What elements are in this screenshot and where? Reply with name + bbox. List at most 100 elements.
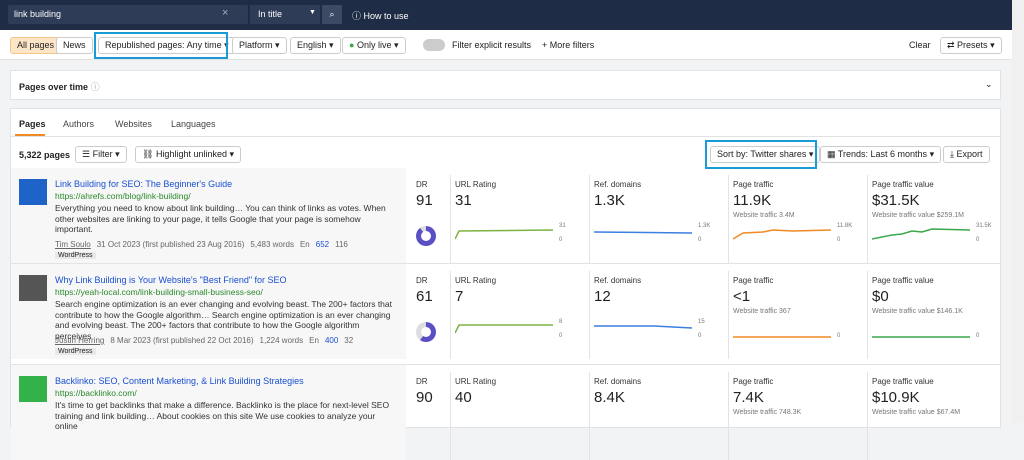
column-divider <box>589 372 590 460</box>
column-divider <box>728 271 729 359</box>
sparkline-axis-label: 8 <box>559 319 563 325</box>
page-title[interactable]: Link Building for SEO: The Beginner's Gu… <box>55 179 233 189</box>
language-text: English <box>297 40 327 50</box>
website-traffic-value: Website traffic value $259.1M <box>872 212 964 219</box>
page-url[interactable]: https://backlinko.com/ <box>55 388 137 398</box>
pages-over-time: Pages over time ⓘ <box>19 82 100 92</box>
sparkline-axis-label: 0 <box>698 237 702 243</box>
sparkline-axis-label: 31 <box>559 223 566 229</box>
website-traffic: Website traffic 3.4M <box>733 212 795 219</box>
sparkline <box>594 231 693 234</box>
sparkline-line <box>872 228 971 240</box>
metric-label: Page traffic value <box>872 180 934 189</box>
column-divider <box>450 372 451 460</box>
language-filter[interactable]: English ▾ <box>290 37 341 54</box>
column-divider <box>728 175 729 263</box>
pages-over-time-panel[interactable] <box>10 70 1001 100</box>
help-link[interactable]: ⓘ How to use <box>352 11 409 21</box>
pinterest-shares: 116 <box>335 240 348 249</box>
page-title[interactable]: Why Link Building is Your Website's "Bes… <box>55 275 287 285</box>
news-tab[interactable]: News <box>56 37 93 54</box>
dr-donut <box>416 226 436 246</box>
all-pages-tab[interactable]: All pages <box>10 37 62 54</box>
website-traffic: Website traffic 748.3K <box>733 409 802 416</box>
highlight-button[interactable]: ⛓ Highlight unlinked ▾ <box>135 146 242 163</box>
caret: ▼ <box>309 9 316 16</box>
republished-text: Republished pages: Any time <box>105 40 222 50</box>
metric-value: <1 <box>733 288 751 305</box>
column-divider <box>728 372 729 460</box>
sparkline <box>733 229 832 240</box>
presets-text: Presets <box>957 40 988 50</box>
website-traffic-value: Website traffic value $67.4M <box>872 409 961 416</box>
metric-value: 61 <box>416 288 433 305</box>
tab[interactable]: Websites <box>115 119 152 129</box>
donut-hole <box>421 231 431 241</box>
author: Justin Herring <box>55 336 105 345</box>
export-text: Export <box>956 149 983 159</box>
metric-label: Page traffic <box>733 180 774 189</box>
search-query: link building <box>14 9 62 19</box>
tab[interactable]: Languages <box>171 119 216 129</box>
sparkline-axis-label: 0 <box>837 333 841 339</box>
presets-button[interactable]: ⇄ Presets ▾ <box>940 37 1002 54</box>
republished-filter[interactable]: Republished pages: Any time ▾ <box>98 37 236 54</box>
mode: In title <box>258 9 283 19</box>
clear-icon[interactable]: × <box>222 7 229 19</box>
meta: Tim Soulo 31 Oct 2023 (first published 23… <box>55 240 354 249</box>
live-filter[interactable]: ● Only live ▾ <box>342 37 406 54</box>
sparkline <box>455 324 553 334</box>
filter-text: Filter <box>92 149 113 159</box>
words: 5,483 words <box>250 240 294 249</box>
sparkline-line <box>594 325 693 329</box>
mode-select[interactable] <box>250 5 320 24</box>
page-description: Search engine optimization is an ever ch… <box>55 299 392 341</box>
check-icon: ● <box>349 40 355 50</box>
search-button[interactable]: ⌕ <box>322 5 342 24</box>
highlight-text: Highlight unlinked <box>155 149 227 159</box>
date: 31 Oct 2023 (first published 23 Aug 2016… <box>96 240 245 249</box>
column-divider <box>589 175 590 263</box>
export-button[interactable]: ⤓ Export <box>943 146 990 163</box>
scrollbar <box>1012 0 1024 423</box>
metric-label: DR <box>416 377 428 386</box>
row-left-bg <box>11 168 406 263</box>
metric-value: $31.5K <box>872 192 920 209</box>
row-divider <box>10 364 1001 365</box>
row-left-bg <box>11 264 406 359</box>
tab[interactable]: Authors <box>63 119 95 129</box>
metric-label: Page traffic value <box>872 377 934 386</box>
metric-value: 90 <box>416 389 433 406</box>
expand-icon[interactable]: ⌄ <box>985 79 993 89</box>
filter-button[interactable]: ☰ Filter ▾ <box>75 146 127 163</box>
sort-button[interactable]: Sort by: Twitter shares ▾ <box>710 146 821 163</box>
platform-tag: WordPress <box>55 252 96 259</box>
sparkline-axis-label: 0 <box>559 333 563 339</box>
platform-tag: WordPress <box>55 348 96 355</box>
tab[interactable]: Pages <box>19 119 46 129</box>
page-url[interactable]: https://yeah-local.com/link-building-sma… <box>55 287 263 297</box>
clear-button[interactable]: Clear <box>909 40 931 50</box>
more-filters[interactable]: + More filters <box>542 40 595 50</box>
sparkline <box>594 325 693 329</box>
platform-filter[interactable]: Platform ▾ <box>232 37 287 54</box>
twitter-shares: 652 <box>315 240 330 249</box>
metric-label: Page traffic <box>733 276 774 285</box>
column-divider <box>589 271 590 359</box>
metric-value: $10.9K <box>872 389 920 406</box>
meta: Justin Herring 8 Mar 2023 (first publishe… <box>55 336 359 345</box>
sparkline-axis-label: 0 <box>976 333 980 339</box>
help-text: How to use <box>363 11 409 21</box>
sparkline-axis-label: 15 <box>698 319 705 325</box>
metric-label: Ref. domains <box>594 180 642 189</box>
toggle[interactable] <box>423 39 445 51</box>
trends-button[interactable]: ▦ Trends: Last 6 months ▾ <box>820 146 942 163</box>
metric-label: URL Rating <box>455 377 497 386</box>
page-title[interactable]: Backlinko: SEO, Content Marketing, & Lin… <box>55 376 304 386</box>
search-box[interactable] <box>8 5 248 24</box>
page-description: It's time to get backlinks that make a d… <box>55 400 390 431</box>
page-url[interactable]: https://ahrefs.com/blog/link-building/ <box>55 191 191 201</box>
sparkline <box>733 336 831 338</box>
sparkline-axis-label: 0 <box>559 237 563 243</box>
metric-label: URL Rating <box>455 276 497 285</box>
